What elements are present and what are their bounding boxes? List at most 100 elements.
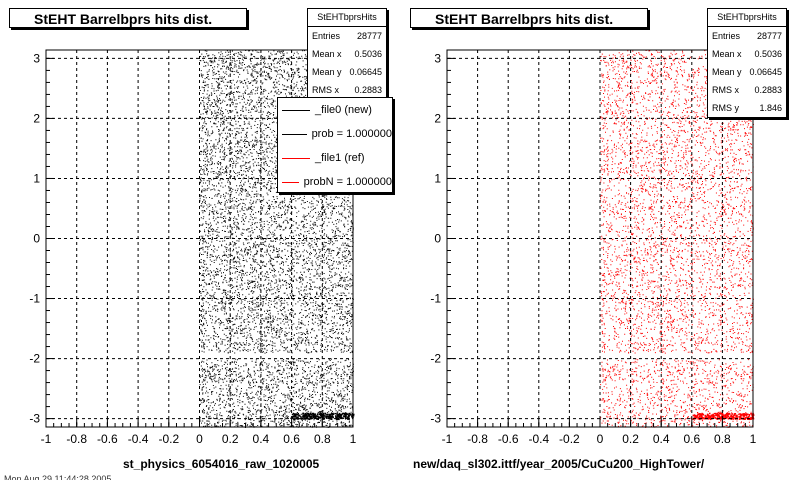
hit-point <box>718 413 721 415</box>
hit-point <box>695 416 698 418</box>
right-stats-name: StEHTbprsHits <box>708 9 786 27</box>
hit-point <box>295 413 298 415</box>
x-tick-label: -1 <box>41 432 52 446</box>
footer-timestamp: Mon Aug 29 11:44:28 2005 <box>4 474 112 480</box>
left-stats-entries: Entries 28777 <box>312 31 382 41</box>
hit-point <box>745 413 748 415</box>
hit-point <box>714 417 717 419</box>
hit-point <box>294 418 297 420</box>
y-tick-label: -1 <box>29 292 40 306</box>
hit-point <box>704 414 706 417</box>
x-tick-label: 0.6 <box>683 432 700 446</box>
hit-point <box>299 416 302 418</box>
hit-point <box>343 412 345 415</box>
hit-point <box>738 416 740 418</box>
hit-point <box>692 418 694 420</box>
hit-point <box>348 412 351 415</box>
hit-point <box>743 418 746 420</box>
y-tick-label: 0 <box>434 232 441 246</box>
hit-point <box>304 414 307 416</box>
hit-point <box>297 414 299 416</box>
hit-point <box>697 413 700 416</box>
hit-point <box>314 414 316 417</box>
hit-point <box>310 412 312 415</box>
hit-point <box>699 415 702 417</box>
hit-point <box>701 414 703 416</box>
hit-point <box>348 415 350 418</box>
x-tick-label: 0.8 <box>314 432 331 446</box>
hit-point <box>328 414 331 417</box>
y-tick-label: -3 <box>430 412 441 426</box>
hit-point <box>722 416 724 419</box>
hit-point <box>727 414 730 416</box>
hit-point <box>724 417 726 419</box>
hit-point <box>293 416 295 418</box>
hit-point <box>702 416 704 419</box>
x-tick-label: -1 <box>442 432 453 446</box>
hit-point <box>326 416 328 418</box>
hit-point <box>327 413 329 416</box>
hit-point <box>311 413 314 415</box>
hit-point <box>745 414 747 417</box>
hit-point <box>730 414 733 416</box>
left-stats-name: StEHTbprsHits <box>308 9 386 27</box>
y-tick-label: 1 <box>434 171 441 185</box>
hit-point <box>717 413 719 416</box>
hit-point <box>337 415 339 417</box>
hit-point <box>697 418 699 420</box>
hit-point <box>302 414 304 416</box>
hit-point <box>352 415 355 417</box>
hit-point <box>708 417 710 419</box>
hit-point <box>328 416 330 418</box>
hit-point <box>699 413 701 415</box>
hit-point <box>346 413 348 415</box>
hit-point <box>716 416 719 418</box>
hit-point <box>738 413 741 415</box>
hit-point <box>308 413 310 415</box>
hit-point <box>330 415 333 418</box>
hit-point <box>713 415 715 417</box>
hit-point <box>306 417 309 419</box>
hit-point <box>702 417 704 420</box>
hit-point <box>338 412 341 415</box>
hit-point <box>697 417 699 419</box>
legend-entry-file0: _file0 (new) <box>278 98 392 122</box>
hit-point <box>750 413 752 415</box>
y-tick-label: 1 <box>33 171 40 185</box>
hit-point <box>730 415 732 418</box>
hit-point <box>752 414 755 416</box>
hit-point <box>297 413 299 415</box>
right-stats-box: StEHTbprsHits Entries 28777 Mean x 0.5036 … <box>707 8 787 118</box>
hit-point <box>750 418 752 420</box>
hit-point <box>731 417 733 419</box>
hit-point <box>748 418 750 420</box>
hit-point <box>340 416 343 419</box>
hit-point <box>336 412 338 415</box>
hit-point <box>348 418 350 420</box>
hit-point <box>706 415 708 417</box>
hit-point <box>338 415 340 418</box>
hit-point <box>703 417 706 420</box>
hit-point <box>306 416 308 418</box>
hit-point <box>746 413 749 416</box>
hit-point <box>738 418 741 420</box>
hit-point <box>312 414 314 417</box>
hit-point <box>747 416 750 418</box>
hit-point <box>725 413 727 416</box>
hit-point <box>306 412 309 415</box>
hit-point <box>732 415 735 417</box>
hit-point <box>337 416 340 418</box>
hit-point <box>317 416 320 418</box>
hit-point <box>305 415 307 417</box>
hit-point <box>338 413 340 416</box>
hit-point <box>347 413 349 415</box>
hit-point <box>293 418 295 420</box>
x-tick-label: 0.8 <box>714 432 731 446</box>
hit-point <box>320 414 322 417</box>
hit-point <box>735 416 737 418</box>
y-tick-label: -2 <box>29 352 40 366</box>
hit-point <box>731 413 734 415</box>
hit-point <box>334 412 336 415</box>
left-stats-mean-x: Mean x 0.5036 <box>312 49 382 59</box>
x-tick-label: 0.4 <box>653 432 670 446</box>
